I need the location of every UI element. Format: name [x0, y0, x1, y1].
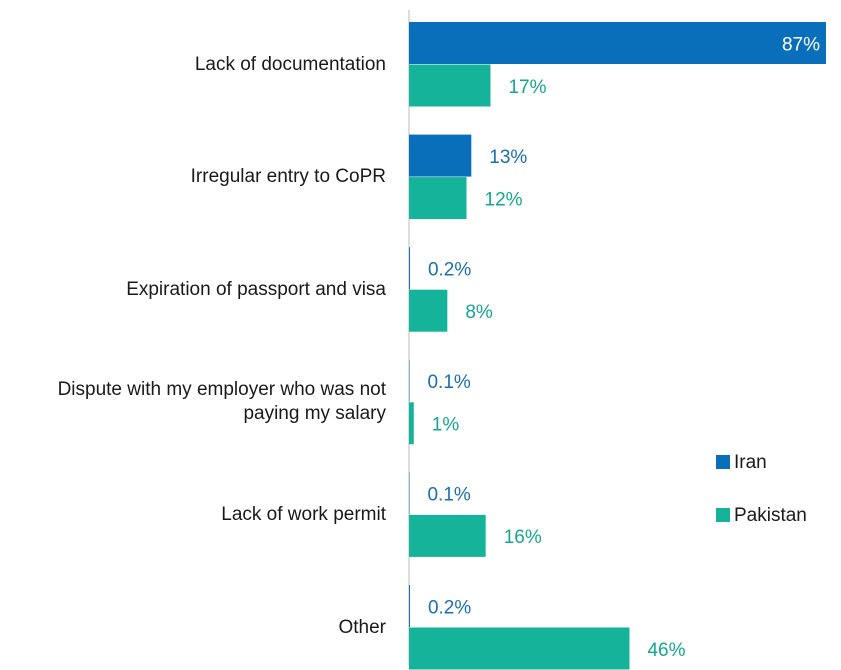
bar [409, 177, 467, 220]
bar [409, 22, 826, 64]
bar [409, 247, 410, 290]
value-label: 17% [508, 77, 546, 98]
bar [409, 585, 410, 627]
bar [409, 64, 491, 107]
value-label: 16% [504, 527, 542, 548]
category-label: Other [338, 616, 386, 638]
category-label: Dispute with my employer who was not pay… [57, 379, 386, 425]
value-label: 1% [432, 415, 460, 436]
bar [409, 402, 414, 445]
value-label: 0.1% [427, 372, 470, 393]
value-label: 13% [489, 147, 527, 168]
value-label: 0.2% [428, 597, 471, 618]
value-label: 87% [782, 34, 820, 55]
category-label: Irregular entry to CoPR [190, 166, 386, 188]
value-label: 12% [485, 189, 523, 210]
bar [409, 289, 448, 332]
category-label: Expiration of passport and visa [126, 278, 386, 300]
category-label: Lack of work permit [221, 503, 386, 525]
legend-swatch [716, 508, 730, 522]
legend-swatch [716, 455, 730, 469]
bar [409, 514, 486, 557]
value-label: 8% [465, 302, 493, 323]
value-label: 46% [647, 640, 685, 661]
category-label: Lack of documentation [194, 53, 386, 75]
bar [409, 134, 472, 177]
bar [409, 627, 630, 670]
legend-label: Iran [734, 452, 767, 473]
legend-label: Pakistan [734, 505, 807, 526]
value-label: 0.2% [428, 259, 471, 280]
value-label: 0.1% [427, 485, 470, 506]
